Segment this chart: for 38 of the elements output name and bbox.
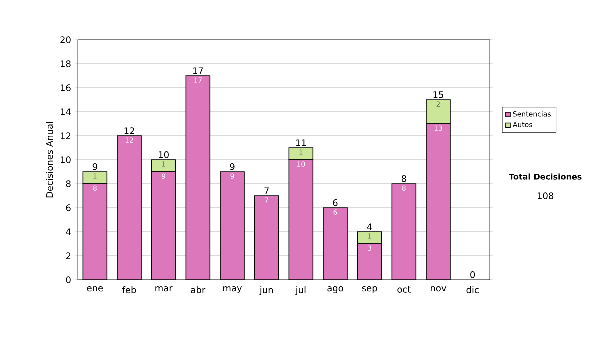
y-tick-label: 16 (61, 84, 71, 92)
x-tick-label: ene (87, 286, 104, 292)
total-label: 11 (296, 140, 306, 146)
text: 108 (538, 192, 554, 200)
x-tick-label: jun (260, 286, 274, 296)
total-label: 9 (230, 163, 235, 170)
text: Total Decisiones (509, 174, 582, 180)
y-tick-label: 20 (60, 36, 71, 44)
total-label: 12 (124, 128, 134, 134)
total-label: 9 (92, 163, 98, 170)
total-label: 6 (333, 199, 338, 206)
total-label: 7 (264, 188, 269, 194)
total-label: 10 (159, 151, 169, 158)
x-tick-label: jul (296, 286, 306, 296)
total-label: 17 (193, 68, 204, 74)
total-label: 8 (402, 175, 406, 182)
x-tick-label: mar (156, 286, 173, 292)
y-tick-label: 18 (61, 60, 71, 68)
y-tick-label: 8 (66, 180, 71, 188)
x-tick-label: feb (122, 286, 136, 294)
y-tick-label: 12 (61, 132, 71, 140)
x-tick-label: oct (398, 286, 411, 293)
x-tick-label: ago (328, 286, 344, 294)
x-tick-label: nov (431, 286, 447, 292)
y-axis-title: Decisiones Anual (46, 122, 54, 198)
total-label: 4 (367, 224, 372, 230)
x-tick-label: sep (362, 286, 378, 294)
x-tick-label: may (224, 286, 242, 294)
x-tick-label: abr (191, 286, 206, 294)
y-tick-label: 6 (66, 204, 71, 212)
y-tick-label: 0 (66, 276, 71, 284)
total-label: 0 (470, 271, 476, 278)
y-tick-label: 10 (61, 156, 71, 164)
y-tick-label: 2 (66, 252, 71, 260)
total-label: 15 (434, 92, 444, 98)
y-tick-label: 4 (66, 228, 71, 236)
y-tick-label: 14 (61, 108, 71, 116)
x-tick-label: dic (466, 286, 479, 294)
